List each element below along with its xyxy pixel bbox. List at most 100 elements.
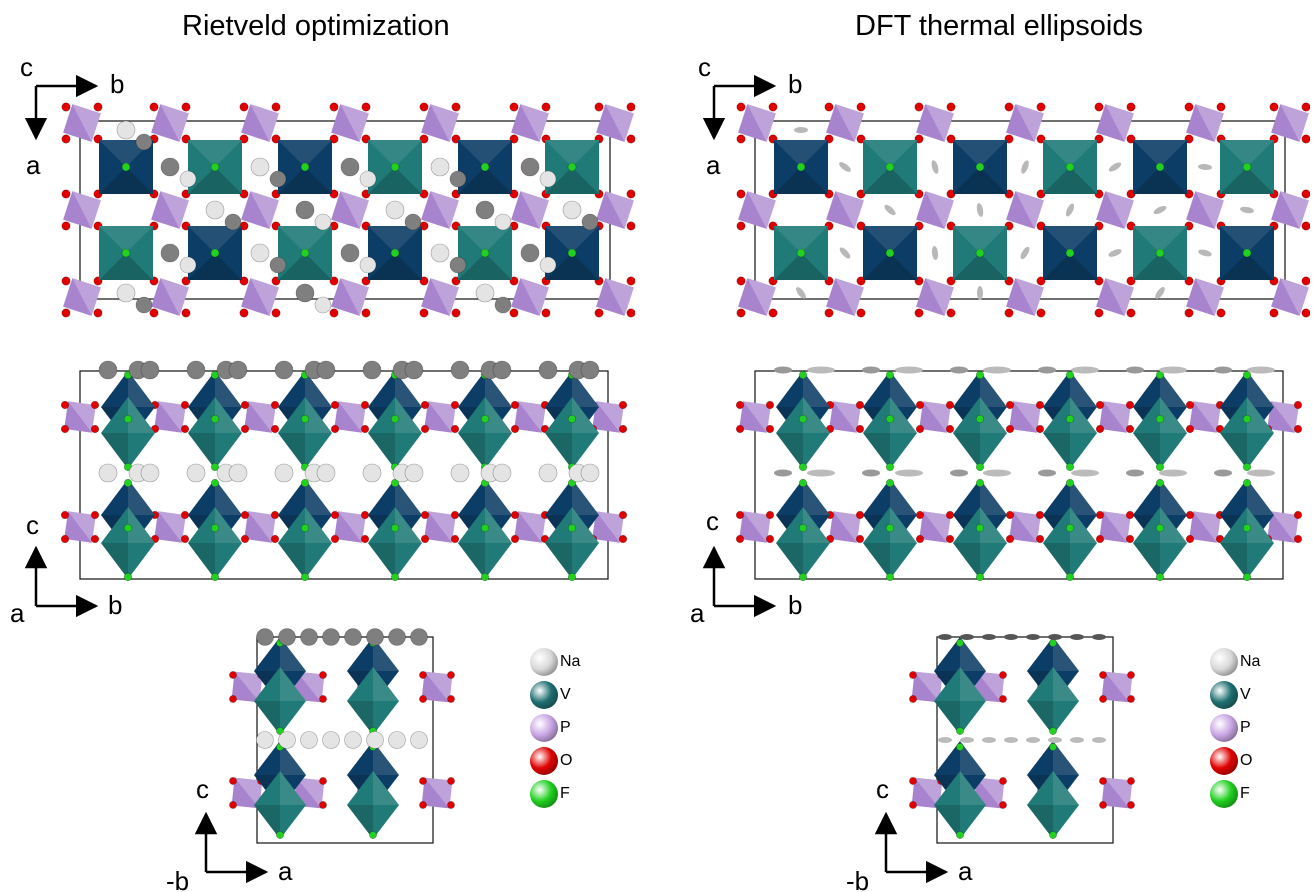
v-octahedron xyxy=(776,507,830,579)
p-tetrahedron xyxy=(1006,278,1044,316)
oxygen-atom xyxy=(999,801,1007,809)
polyhedron-face xyxy=(596,104,634,142)
axis-label-c: c xyxy=(26,510,39,540)
sodium-atom xyxy=(186,360,206,380)
axis-label-b: b xyxy=(110,69,124,99)
oxygen-atom xyxy=(1094,102,1104,112)
sodium-atom xyxy=(186,463,206,483)
v-octahedron xyxy=(278,507,332,579)
oxygen-atom xyxy=(541,102,551,112)
sodium-ellipsoid xyxy=(794,127,808,133)
polyhedron-facet xyxy=(803,507,830,543)
fluorine-atom xyxy=(1065,370,1075,380)
fluorine-atom xyxy=(1242,370,1252,380)
oxygen-atom xyxy=(329,102,339,112)
polyhedron-facet xyxy=(1103,401,1131,433)
oxygen-atom xyxy=(330,424,340,434)
polyhedron-face xyxy=(953,507,1007,579)
polyhedron-face xyxy=(1009,511,1041,543)
polyhedron-facet xyxy=(774,226,828,253)
v-octahedron xyxy=(776,397,830,469)
p-tetrahedron xyxy=(334,401,366,433)
fluorine-atom xyxy=(300,248,310,258)
oxygen-atom xyxy=(618,424,628,434)
sodium-ellipsoid xyxy=(1155,287,1165,299)
oxygen-atom xyxy=(855,534,865,544)
polyhedron-face xyxy=(829,401,861,433)
v-octahedron xyxy=(101,397,155,469)
v-octahedron xyxy=(1133,397,1187,469)
polyhedron-facet xyxy=(953,226,1007,253)
legend-label: P xyxy=(560,718,571,736)
fluorine-atom xyxy=(567,414,577,424)
oxygen-atom xyxy=(1216,102,1226,112)
polyhedron-face xyxy=(424,511,456,543)
polyhedron-facet xyxy=(1043,543,1070,579)
p-tetrahedron xyxy=(1009,401,1041,433)
polyhedron-facet xyxy=(980,507,1007,543)
oxygen-atom xyxy=(765,510,775,520)
polyhedron-facet xyxy=(572,479,599,515)
sodium-atom xyxy=(494,213,512,231)
sodium-ellipsoid xyxy=(1065,203,1075,217)
oxygen-atom xyxy=(180,424,190,434)
p-tetrahedron xyxy=(293,671,325,703)
sodium-ellipsoid xyxy=(774,469,792,477)
fluorine-atom xyxy=(210,248,220,258)
p-tetrahedron xyxy=(64,511,96,543)
polyhedron-facet xyxy=(278,226,332,253)
polyhedron-face xyxy=(1267,401,1299,433)
p-tetrahedron xyxy=(151,104,189,142)
polyhedron-facet xyxy=(430,191,459,229)
polyhedron-facet xyxy=(953,167,1007,194)
polyhedron-facet xyxy=(835,104,864,142)
oxygen-atom xyxy=(60,534,70,544)
oxygen-atom xyxy=(60,400,70,410)
polyhedron-facet xyxy=(458,253,512,280)
v-octahedron xyxy=(1220,397,1274,469)
sodium-ellipsoid xyxy=(1092,634,1106,640)
sodium-atom xyxy=(581,213,599,231)
oxygen-atom xyxy=(768,102,778,112)
polyhedron-face xyxy=(1220,397,1274,469)
axis-label-a: a xyxy=(278,856,293,886)
oxygen-atom xyxy=(329,308,339,318)
p-tetrahedron xyxy=(151,191,189,229)
sodium-atom xyxy=(322,628,340,646)
polyhedron-facet xyxy=(923,511,951,543)
sodium-atom xyxy=(205,200,225,220)
fluorine-atom xyxy=(123,478,133,488)
polyhedron-face xyxy=(1099,401,1131,433)
polyhedron-face xyxy=(514,511,546,543)
oxygen-atom xyxy=(909,695,917,703)
sodium-atom xyxy=(98,360,118,380)
polyhedron-facet xyxy=(833,511,861,543)
fluorine-atom xyxy=(885,248,895,258)
fluorine-atom xyxy=(369,831,377,839)
polyhedron-facet xyxy=(254,805,280,839)
polyhedron-face xyxy=(347,667,399,735)
polyhedron-facet xyxy=(373,741,399,775)
polyhedron-face xyxy=(511,191,549,229)
sodium-ellipsoid xyxy=(976,203,984,217)
polyhedron-face xyxy=(863,507,917,579)
polyhedron-face xyxy=(421,104,459,142)
legend-item: Na xyxy=(530,645,650,678)
sodium-atom xyxy=(366,731,384,749)
polyhedron-facet xyxy=(99,226,153,253)
fluorine-atom xyxy=(210,572,220,582)
oxygen-atom xyxy=(229,801,237,809)
fluorine-atom xyxy=(1049,743,1057,751)
oxygen-atom xyxy=(330,534,340,544)
p-tetrahedron xyxy=(154,511,186,543)
oxygen-atom xyxy=(1099,801,1107,809)
polyhedron-face xyxy=(424,401,456,433)
polyhedron-facet xyxy=(368,543,395,579)
polyhedron-facet xyxy=(1070,371,1097,407)
polyhedron-face xyxy=(916,104,954,142)
p-tetrahedron xyxy=(511,278,549,316)
polyhedron-face xyxy=(241,104,279,142)
sodium-ellipsoid xyxy=(1247,469,1275,477)
v-octahedron xyxy=(1133,507,1187,579)
polyhedron-facet xyxy=(1271,511,1299,543)
